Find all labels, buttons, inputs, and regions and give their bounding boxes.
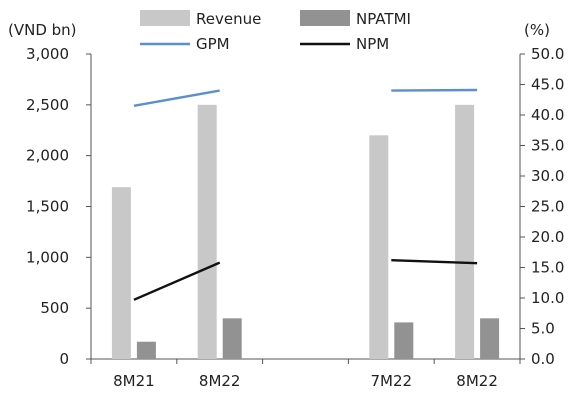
x-tick-label: 8M22 (456, 372, 498, 390)
npatmi-bar (222, 318, 242, 359)
y-left-tick-label: 1,000 (26, 248, 69, 266)
legend-label-npatmi: NPATMI (356, 10, 411, 28)
y-right-axis-label: (%) (524, 21, 550, 39)
y-right-tick-label: 0.0 (531, 350, 555, 368)
y-right-tick-label: 10.0 (531, 289, 564, 307)
revenue-bar (369, 135, 389, 359)
y-right-tick-label: 45.0 (531, 76, 564, 94)
y-right-tick-label: 50.0 (531, 45, 564, 63)
y-right-tick-label: 30.0 (531, 167, 564, 185)
y-left-tick-label: 500 (40, 299, 69, 317)
legend-swatch-npatmi (300, 10, 350, 26)
y-right-tick-label: 20.0 (531, 228, 564, 246)
revenue-bar (111, 187, 131, 359)
x-tick-label: 7M22 (371, 372, 413, 390)
gpm-line-segment (133, 89, 220, 108)
legend-label-revenue: Revenue (196, 10, 261, 28)
y-left-tick-label: 1,500 (26, 198, 69, 216)
legend-label-npm: NPM (356, 35, 389, 53)
y-left-tick-label: 2,000 (26, 147, 69, 165)
revenue-bar (197, 104, 217, 359)
plot-area: 0 500 1,000 1,500 2,000 2,500 3,000 0.0 5.0 10.0 1… (26, 45, 564, 390)
legend-label-gpm: GPM (196, 35, 230, 53)
y-left-tick-label: 2,500 (26, 96, 69, 114)
y-left-tick-label: 0 (59, 350, 69, 368)
npatmi-bar (394, 322, 414, 359)
npm-line-segment (133, 261, 221, 301)
legend: Revenue NPATMI GPM NPM (140, 10, 411, 53)
npatmi-bar (480, 318, 500, 359)
y-left-tick-label: 3,000 (26, 45, 69, 63)
npm-line-segment (391, 258, 478, 265)
revenue-bar (455, 104, 475, 359)
y-right-tick-label: 40.0 (531, 106, 564, 124)
y-left-axis-label: (VND bn) (8, 21, 77, 39)
y-right-tick-label: 15.0 (531, 259, 564, 277)
gpm-line-segment (391, 88, 478, 92)
x-tick-label: 8M22 (199, 372, 241, 390)
x-tick-label: 8M21 (113, 372, 155, 390)
y-right-tick-label: 35.0 (531, 137, 564, 155)
npatmi-bar (136, 341, 156, 359)
y-right-tick-label: 25.0 (531, 198, 564, 216)
y-right-tick-label: 5.0 (531, 320, 555, 338)
legend-swatch-revenue (140, 10, 190, 26)
